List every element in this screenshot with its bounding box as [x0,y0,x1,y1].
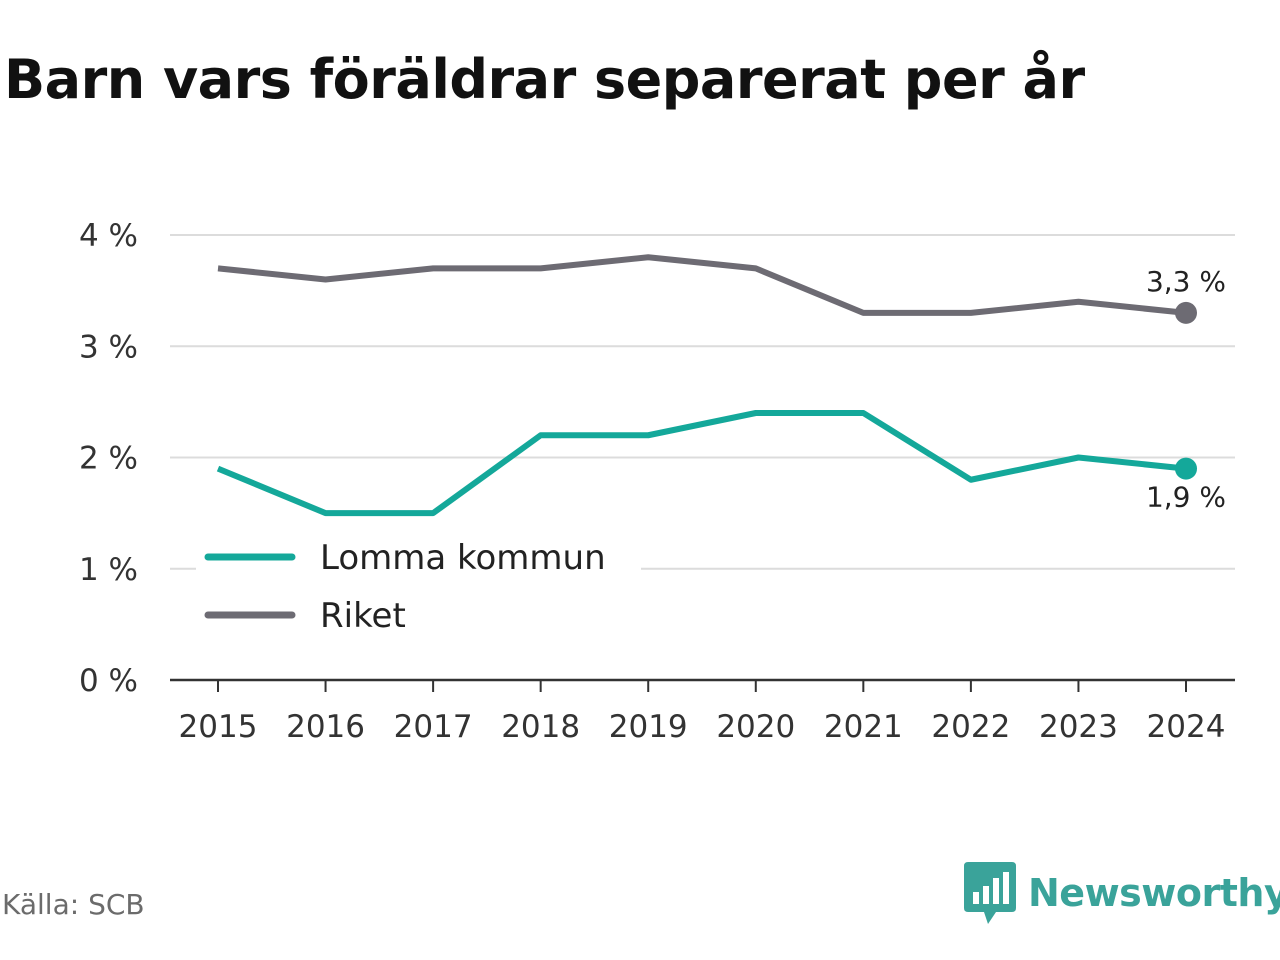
series-line [216,410,1187,517]
x-tick-label: 2022 [931,709,1010,745]
legend-label: Lomma kommun [320,538,606,578]
axes: 0 % 1 % 2 % 3 % 4 % 2015 2016 2017 2018 2019 2020 2… [79,218,1235,745]
x-tick-label: 2023 [1039,709,1118,745]
legend-label: Riket [320,596,406,636]
x-tick-label: 2021 [824,709,903,745]
series-lomma-kommun: 1,9 % [216,410,1226,517]
x-tick-label: 2016 [286,709,365,745]
data-point-end [1175,457,1197,480]
legend: Lomma kommun Riket [196,530,641,640]
y-tick-label: 2 % [79,441,138,477]
gridlines [170,234,1235,570]
brand-logo: Newsworthy [964,862,1280,924]
y-tick-label: 3 % [79,329,138,365]
series-riket: 3,3 % [217,254,1226,324]
x-tick-label: 2024 [1147,709,1226,745]
x-tick-label: 2015 [179,709,258,745]
x-tick-label: 2017 [394,709,473,745]
series: 1,9 % 3,3 % [216,254,1226,517]
newsworthy-logo-icon [964,862,1016,924]
end-value-label: 1,9 % [1146,481,1226,514]
chart-title: Barn vars föräldrar separerat per år [4,48,1085,111]
x-tick-label: 2018 [501,709,580,745]
x-tick-label: 2019 [609,709,688,745]
y-tick-label: 1 % [79,552,138,588]
y-tick-label: 0 % [79,663,138,699]
end-value-label: 3,3 % [1146,265,1226,298]
source-note: Källa: SCB [2,888,145,921]
data-point-end [1175,301,1197,324]
x-tick-label: 2020 [716,709,795,745]
y-tick-label: 4 % [79,218,138,254]
legend-background [196,530,641,640]
brand-name: Newsworthy [1028,871,1280,915]
series-line [217,254,1187,316]
